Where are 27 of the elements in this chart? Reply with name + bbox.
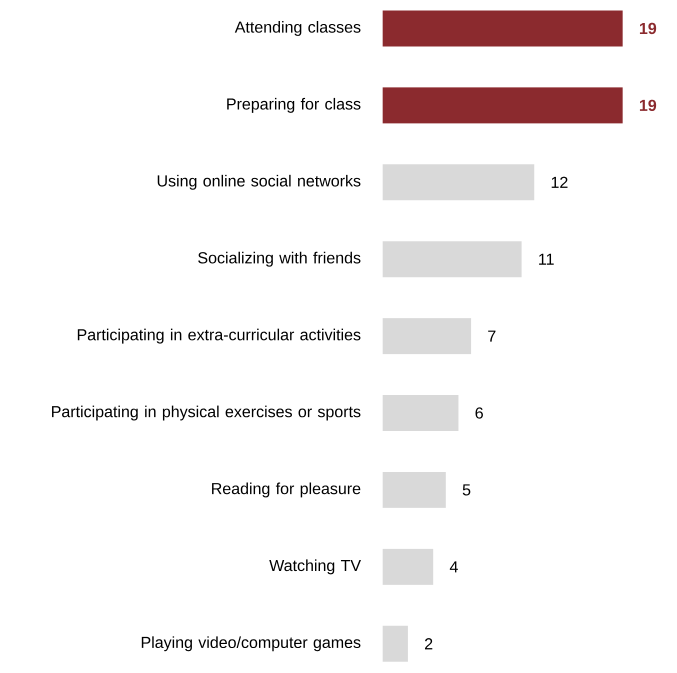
y-tick-label: Preparing for class — [227, 98, 360, 113]
bar — [382, 241, 522, 278]
data-label: 4 — [450, 561, 458, 572]
y-tick-label: Watching TV — [269, 559, 361, 574]
y-tick-label: Using online social networks — [158, 174, 360, 190]
bar — [382, 548, 434, 585]
data-label: 19 — [640, 100, 656, 112]
y-tick-label: Reading for pleasure — [212, 482, 360, 498]
bar — [382, 395, 458, 432]
data-label: 6 — [476, 407, 483, 419]
bar — [382, 318, 472, 354]
data-label: 5 — [462, 484, 470, 496]
data-label: 7 — [488, 330, 496, 342]
data-label: 11 — [539, 254, 554, 265]
data-label: 12 — [552, 176, 568, 188]
bar — [382, 10, 623, 46]
bar — [382, 164, 534, 200]
y-tick-label: Socializing with friends — [198, 252, 360, 267]
bar — [382, 472, 446, 508]
y-tick-label: Playing video/computer games — [142, 636, 360, 652]
y-tick-label: Participating in physical exercises or sports — [52, 406, 360, 420]
data-label: 19 — [640, 22, 656, 34]
y-tick-label: Attending classes — [234, 21, 360, 36]
y-tick-label: Participating in extra-curricular activities — [78, 328, 360, 344]
bar — [382, 626, 408, 662]
data-label: 2 — [424, 638, 432, 650]
bar — [382, 87, 623, 124]
